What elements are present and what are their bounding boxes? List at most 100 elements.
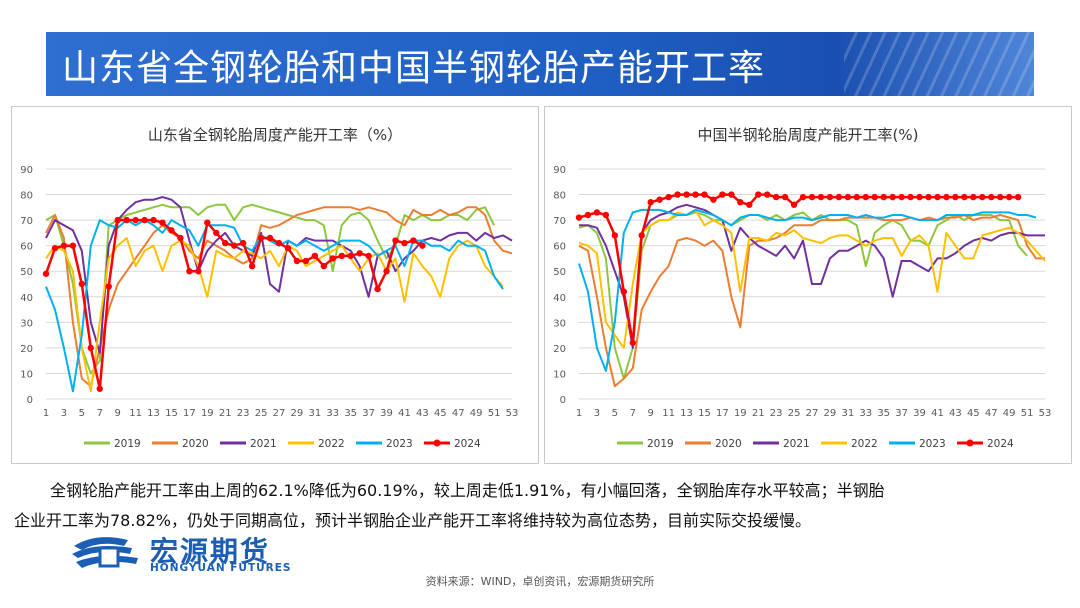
data-point-2024 [934, 193, 941, 201]
data-point-2024 [683, 191, 690, 198]
chart-panel-shandong-all-steel: 山东省全钢轮胎周度产能开工率（%） 0 10 20 30 40 50 60 70 80 90 1 3 5 7… [11, 106, 539, 464]
data-point-2024 [204, 219, 211, 226]
x-tick-label: 11 [662, 408, 675, 419]
series-line-2019 [45, 203, 495, 375]
data-point-2024 [853, 193, 861, 201]
data-point-2024 [611, 232, 619, 239]
legend-label: 2023 [919, 438, 946, 450]
company-logo: 宏源期货 HONGYUAN FUTURES [70, 530, 310, 576]
x-tick-label: 21 [219, 408, 232, 419]
data-point-2024 [763, 191, 771, 198]
x-tick-label: 37 [895, 408, 908, 419]
legend-marker-2024 [433, 439, 441, 447]
x-tick-label: 53 [506, 408, 519, 419]
x-tick-label: 33 [859, 408, 872, 419]
x-tick-label: 45 [967, 408, 980, 419]
data-point-2024 [961, 193, 968, 201]
y-tick-label: 60 [20, 242, 33, 253]
summary-text: 全钢轮胎产能开工率由上周的62.1%降低为60.19%，较上周走低1.91%，有… [14, 476, 1070, 536]
x-tick-label: 49 [470, 408, 483, 419]
legend-label: 2022 [318, 438, 345, 450]
data-point-2024 [979, 193, 986, 201]
data-point-2024 [638, 232, 645, 239]
data-point-2024 [239, 239, 247, 247]
data-point-2024 [799, 193, 807, 201]
x-tick-label: 19 [201, 408, 214, 419]
x-tick-label: 35 [877, 408, 890, 419]
x-tick-label: 13 [680, 408, 693, 419]
data-point-2024 [168, 227, 175, 234]
data-point-2024 [835, 193, 843, 201]
data-point-2024 [781, 193, 789, 201]
series-line-2022 [45, 237, 504, 393]
x-tick-label: 45 [434, 408, 447, 419]
banner-stripes-decoration [844, 32, 1034, 96]
page-title: 山东省全钢轮胎和中国半钢轮胎产能开工率 [62, 48, 766, 89]
data-point-2024 [311, 252, 319, 260]
data-point-2024 [383, 268, 390, 275]
data-point-2024 [87, 344, 95, 352]
data-point-2024 [593, 209, 601, 216]
x-tick-label: 7 [630, 408, 636, 419]
x-tick-label: 5 [79, 408, 85, 419]
x-tick-label: 7 [97, 408, 103, 419]
data-point-2024 [275, 239, 283, 247]
data-point-2024 [889, 193, 896, 201]
x-tick-label: 21 [752, 408, 765, 419]
y-tick-label: 40 [553, 293, 566, 304]
chart-title: 中国半钢轮胎周度产能开工率(%) [698, 126, 919, 144]
data-point-2024 [880, 193, 887, 201]
data-point-2024 [674, 191, 681, 198]
y-tick-label: 40 [20, 293, 33, 304]
x-tick-label: 15 [698, 408, 711, 419]
data-point-2024 [728, 191, 735, 198]
data-point-2024 [943, 193, 950, 201]
x-tick-label: 31 [841, 408, 854, 419]
x-tick-label: 9 [648, 408, 654, 419]
x-tick-label: 39 [913, 408, 926, 419]
y-tick-label: 90 [20, 165, 33, 176]
y-tick-label: 60 [553, 242, 566, 253]
y-tick-label: 30 [553, 318, 566, 329]
y-tick-label: 50 [553, 267, 566, 278]
x-tick-label: 39 [380, 408, 393, 419]
chart-panel-china-semi-steel: 中国半钢轮胎周度产能开工率(%) 0 10 20 30 40 50 60 70 80 90 1 3 5 7 9… [544, 106, 1072, 464]
series-line-2021 [45, 196, 513, 354]
x-tick-label: 43 [416, 408, 429, 419]
data-point-2024 [347, 252, 354, 260]
x-tick-label: 49 [1003, 408, 1016, 419]
x-tick-label: 17 [183, 408, 196, 419]
x-tick-label: 25 [788, 408, 801, 419]
data-point-2024 [266, 234, 274, 242]
data-point-2024 [1014, 193, 1022, 201]
y-tick-label: 10 [20, 369, 33, 380]
x-tick-label: 25 [255, 408, 268, 419]
data-point-2024 [1005, 193, 1013, 201]
x-tick-label: 9 [115, 408, 121, 419]
data-point-2024 [988, 193, 995, 201]
x-tick-label: 27 [806, 408, 819, 419]
legend-label: 2020 [182, 438, 209, 450]
x-tick-label: 17 [716, 408, 729, 419]
data-point-2024 [51, 245, 59, 252]
data-point-2024 [656, 196, 663, 203]
x-tick-label: 15 [165, 408, 178, 419]
data-point-2024 [629, 339, 636, 346]
x-tick-label: 51 [488, 408, 501, 419]
y-tick-label: 80 [20, 191, 33, 202]
x-tick-label: 27 [273, 408, 286, 419]
title-banner: 山东省全钢轮胎和中国半钢轮胎产能开工率 [46, 32, 1034, 96]
data-point-2024 [871, 193, 878, 201]
x-tick-label: 41 [931, 408, 944, 419]
data-point-2024 [257, 234, 265, 242]
data-point-2024 [817, 193, 825, 201]
data-point-2024 [195, 268, 202, 275]
data-point-2024 [575, 214, 583, 221]
x-tick-label: 47 [985, 408, 998, 419]
y-tick-label: 70 [20, 216, 33, 227]
summary-line-1: 全钢轮胎产能开工率由上周的62.1%降低为60.19%，较上周走低1.91%，有… [50, 481, 885, 500]
x-tick-label: 11 [129, 408, 142, 419]
data-point-2024 [844, 193, 852, 201]
x-tick-label: 1 [43, 408, 49, 419]
data-point-2024 [647, 199, 654, 206]
